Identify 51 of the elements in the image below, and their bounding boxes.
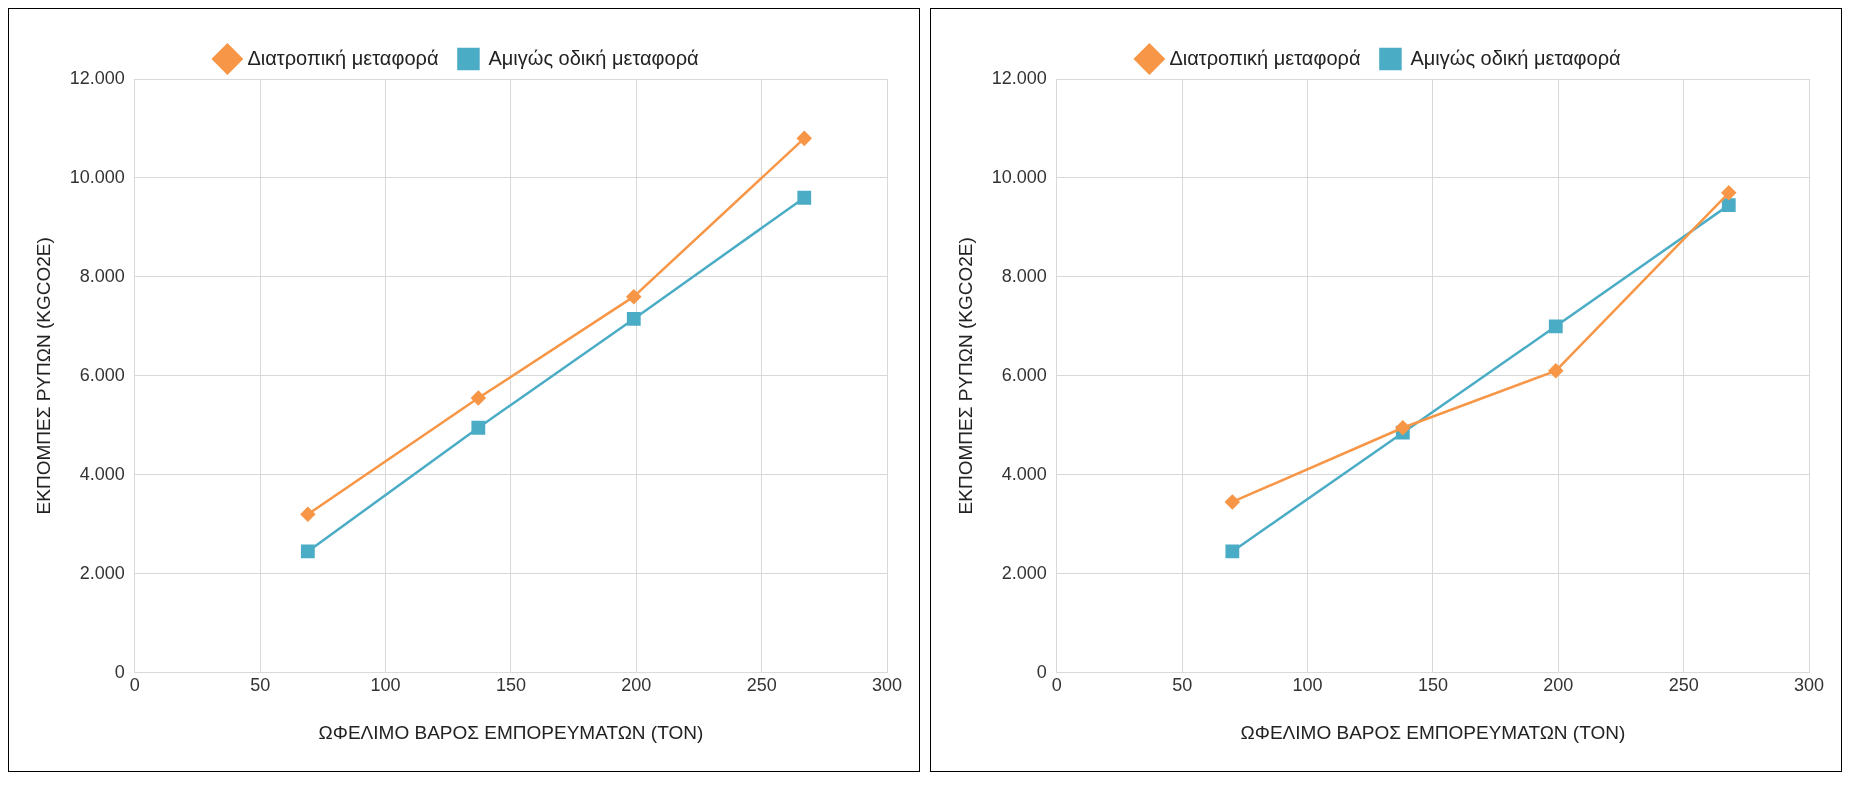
y-tick-label: 2.000 xyxy=(79,562,125,583)
point xyxy=(626,312,641,326)
y-tick-label: 8.000 xyxy=(1001,265,1047,286)
x-tick-label: 50 xyxy=(1172,675,1193,696)
legend-label: Αμιγώς οδική μεταφορά xyxy=(488,46,699,69)
x-axis-title: ΩΦΕΛΙΜΟ ΒΑΡΟΣ ΕΜΠΟΡΕΥΜΑΤΩΝ (ΤΟΝ) xyxy=(1240,721,1626,743)
y-tick-label: 10.000 xyxy=(991,166,1047,187)
legend-label: Αμιγώς οδική μεταφορά xyxy=(1410,46,1621,69)
legend-label: Διατροπική μεταφορά xyxy=(247,46,439,69)
y-tick-label: 6.000 xyxy=(79,364,125,385)
x-axis-title: ΩΦΕΛΙΜΟ ΒΑΡΟΣ ΕΜΠΟΡΕΥΜΑΤΩΝ (ΤΟΝ) xyxy=(318,721,704,743)
x-tick-label: 100 xyxy=(370,675,401,696)
y-axis-title: ΕΚΠΟΜΠΕΣ ΡΥΠΩΝ (KGCO2E) xyxy=(32,237,54,515)
y-tick-label: 2.000 xyxy=(1001,562,1047,583)
x-tick-label: 200 xyxy=(621,675,652,696)
y-tick-label: 0 xyxy=(114,661,125,682)
point xyxy=(1395,420,1411,435)
point xyxy=(797,131,812,146)
point xyxy=(1548,363,1564,379)
point xyxy=(626,289,642,304)
y-tick-label: 8.000 xyxy=(79,265,125,286)
point xyxy=(1721,198,1736,213)
x-tick-label: 150 xyxy=(1417,675,1448,696)
y-tick-label: 4.000 xyxy=(79,463,125,484)
legend-label: Διατροπική μεταφορά xyxy=(1169,46,1361,69)
y-tick-label: 12.000 xyxy=(69,67,125,88)
point xyxy=(1225,544,1240,559)
y-axis-title: ΕΚΠΟΜΠΕΣ ΡΥΠΩΝ (KGCO2E) xyxy=(954,237,976,515)
x-tick-label: 250 xyxy=(746,675,777,696)
x-tick-label: 200 xyxy=(1543,675,1574,696)
x-tick-label: 0 xyxy=(1051,675,1062,696)
y-tick-label: 0 xyxy=(1036,661,1047,682)
point xyxy=(1548,319,1563,334)
point xyxy=(300,544,315,559)
x-tick-label: 0 xyxy=(129,675,140,696)
point xyxy=(1225,494,1240,510)
point xyxy=(1721,185,1737,201)
x-tick-label: 300 xyxy=(871,675,903,696)
y-tick-label: 12.000 xyxy=(991,67,1047,88)
x-tick-label: 250 xyxy=(1668,675,1699,696)
y-tick-label: 10.000 xyxy=(69,166,125,187)
point xyxy=(471,390,486,406)
x-tick-label: 300 xyxy=(1793,675,1825,696)
x-tick-label: 150 xyxy=(495,675,526,696)
y-tick-label: 4.000 xyxy=(1001,463,1047,484)
point xyxy=(300,507,316,522)
x-tick-label: 100 xyxy=(1292,675,1323,696)
point xyxy=(471,420,486,435)
y-tick-label: 6.000 xyxy=(1001,364,1047,385)
point xyxy=(797,190,812,205)
x-tick-label: 50 xyxy=(250,675,271,696)
